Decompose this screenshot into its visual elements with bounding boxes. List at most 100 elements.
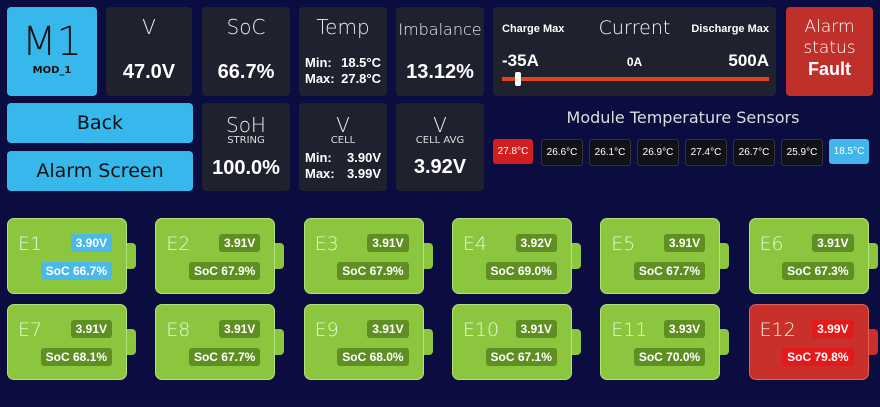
temp-tile: Temp Min: 18.5°C Max: 27.8°C — [299, 7, 387, 96]
cell-soc: SoC 67.7% — [188, 348, 261, 366]
alarm-value: Fault — [808, 59, 851, 79]
sublabel: CELL — [330, 135, 356, 146]
cell-voltage: 3.91V — [367, 320, 409, 338]
cell-name: E12 — [759, 319, 796, 341]
cell-card: E11 3.93V SoC 70.0% — [600, 304, 730, 380]
cell-card: E7 3.91V SoC 68.1% — [7, 304, 136, 380]
min-label: Min: — [305, 55, 332, 70]
cell-soc: SoC 66.7% — [40, 262, 112, 280]
cell-card: E10 3.91V SoC 67.1% — [451, 304, 581, 380]
soc-tile: SoC 66.7% — [202, 7, 290, 96]
cell-name: E11 — [611, 319, 648, 341]
value: 47.0V — [122, 61, 176, 83]
cell-card: E3 3.91V SoC 67.9% — [303, 218, 433, 294]
cell-soc: SoC 69.0% — [485, 262, 557, 280]
cell-voltage: 3.91V — [70, 320, 112, 338]
sensors-title: Module Temperature Sensors — [566, 108, 800, 127]
cell-card: E5 3.91V SoC 67.7% — [600, 218, 730, 294]
module-name: MOD_1 — [32, 65, 72, 76]
cell-soc: SoC 68.0% — [337, 348, 409, 366]
max: 27.8°C — [341, 71, 381, 86]
label: SoH — [226, 113, 266, 137]
cell-soc: SoC 67.3% — [782, 262, 854, 280]
min-label: Min: — [305, 150, 332, 165]
cell-voltage: 3.91V — [218, 234, 261, 252]
min: -35A — [502, 51, 539, 70]
sensor: 26.1°C — [589, 139, 631, 166]
module-title: M1 — [22, 19, 82, 65]
alarm-tile: Alarm status Fault — [786, 7, 873, 96]
label: V — [142, 15, 156, 39]
min: 3.90V — [347, 150, 381, 165]
cell-terminal — [868, 329, 878, 355]
alarm-label: Alarm status — [803, 17, 856, 58]
current-title: Current — [598, 17, 671, 39]
cell-terminal — [571, 329, 581, 355]
back-button[interactable]: Back — [7, 103, 193, 143]
cell-name: E10 — [462, 319, 500, 341]
cell-avg-tile: V CELL AVG 3.92V — [396, 103, 484, 191]
cell-voltage: 3.99V — [812, 320, 854, 338]
value: 3.92V — [413, 156, 467, 178]
cell-soc: SoC 67.9% — [337, 262, 409, 280]
cell-card: E12 3.99V SoC 79.8% — [748, 304, 878, 380]
cell-name: E1 — [18, 233, 43, 255]
sublabel: CELL AVG — [415, 135, 465, 146]
label: V — [336, 113, 350, 137]
charge-label: Charge Max — [502, 23, 565, 35]
cell-soc: SoC 70.0% — [633, 348, 706, 366]
discharge-label: Discharge Max — [691, 23, 769, 35]
cell-voltage: 3.90V — [70, 234, 112, 252]
sensor: 25.9°C — [781, 139, 823, 166]
cell-card: E1 3.90V SoC 66.7% — [7, 218, 136, 294]
cell-soc: SoC 79.8% — [782, 348, 854, 366]
cell-name: E3 — [314, 233, 339, 255]
cell-voltage: 3.91V — [663, 234, 706, 252]
max-label: Max: — [305, 71, 335, 86]
cell-voltage: 3.91V — [367, 234, 409, 252]
max-label: Max: — [305, 166, 335, 181]
current-track — [502, 77, 769, 81]
sensor: 26.9°C — [637, 139, 679, 166]
cell-card: E9 3.91V SoC 68.0% — [303, 304, 433, 380]
cell-soc: SoC 68.1% — [40, 348, 112, 366]
cell-card: E4 3.92V SoC 69.0% — [451, 218, 581, 294]
label: Temp — [316, 15, 370, 39]
alarm-screen-button[interactable]: Alarm Screen — [7, 151, 193, 191]
current-thumb — [515, 72, 521, 86]
cell-terminal — [275, 243, 285, 269]
cell-terminal — [423, 243, 433, 269]
cell-name: E7 — [18, 319, 43, 341]
cell-card: E8 3.91V SoC 67.7% — [155, 304, 285, 380]
value: 13.12% — [406, 61, 474, 83]
cell-terminal — [868, 243, 878, 269]
cell-soc: SoC 67.7% — [633, 262, 706, 280]
cell-terminal — [127, 329, 136, 355]
cell-soc: SoC 67.1% — [485, 348, 557, 366]
value: 66.7% — [217, 61, 275, 83]
cell-terminal — [571, 243, 581, 269]
imbalance-tile: Imbalance 13.12% — [396, 7, 484, 96]
value: 100.0% — [212, 157, 280, 179]
mid: 0A — [626, 55, 643, 69]
cell-card: E6 3.91V SoC 67.3% — [748, 218, 878, 294]
sublabel: STRING — [227, 135, 265, 146]
cell-name: E2 — [166, 233, 191, 255]
min: 18.5°C — [341, 55, 381, 70]
soh-tile: SoH STRING 100.0% — [202, 103, 290, 191]
sensor: 26.7°C — [733, 139, 775, 166]
cell-name: E8 — [166, 319, 191, 341]
label: V — [433, 113, 447, 137]
cell-voltage: 3.92V — [515, 234, 557, 252]
sensor: 27.4°C — [685, 139, 727, 166]
module-tile: M1 MOD_1 — [7, 7, 97, 96]
max: 500A — [728, 51, 769, 70]
cell-voltage: 3.91V — [515, 320, 557, 338]
current-panel: Charge Max Current Discharge Max -35A 0A… — [493, 7, 776, 96]
sensor: 26.6°C — [541, 139, 583, 166]
sensor: 18.5°C — [829, 139, 869, 164]
voltage-tile: V 47.0V — [106, 7, 192, 96]
cell-name: E6 — [759, 233, 784, 255]
cell-name: E9 — [314, 319, 339, 341]
